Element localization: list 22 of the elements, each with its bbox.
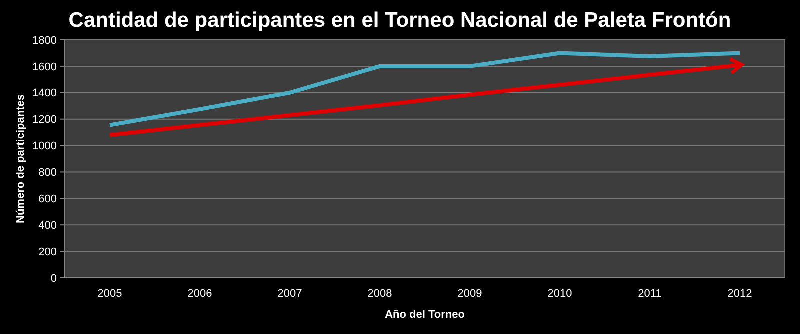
x-tick-label: 2006 [188, 288, 212, 300]
chart-title: Cantidad de participantes en el Torneo Nacional de Paleta Frontón [68, 9, 732, 32]
line-series [108, 51, 742, 128]
y-tick-label: 0 [50, 272, 57, 285]
x-tick-label: 2005 [98, 288, 122, 300]
x-tick-label: 2007 [278, 288, 302, 300]
x-tick-label: 2008 [368, 288, 392, 300]
x-tick-label: 2011 [638, 288, 662, 300]
y-tick-label: 1000 [32, 140, 57, 153]
x-axis-title: Año del Torneo [385, 309, 466, 321]
y-tick-label: 200 [38, 246, 57, 258]
x-tick-label: 2012 [728, 288, 752, 300]
x-tick-label: 2010 [548, 288, 572, 300]
y-tick-label: 400 [38, 220, 57, 232]
x-tick-label: 2009 [458, 288, 482, 300]
y-tick-label: 800 [38, 167, 57, 180]
y-tick-label: 1200 [32, 114, 57, 126]
y-tick-label: 1400 [32, 88, 57, 100]
y-tick-label: 1800 [32, 34, 57, 47]
y-tick-label: 600 [38, 194, 57, 206]
y-axis-title: Número de participantes [15, 94, 27, 224]
y-tick-label: 1600 [32, 61, 57, 74]
